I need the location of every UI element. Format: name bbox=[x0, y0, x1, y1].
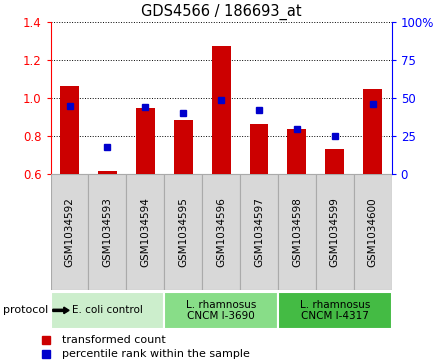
Text: GSM1034599: GSM1034599 bbox=[330, 197, 340, 267]
Text: GSM1034598: GSM1034598 bbox=[292, 197, 302, 267]
Bar bbox=[88, 174, 126, 290]
Text: L. rhamnosus
CNCM I-3690: L. rhamnosus CNCM I-3690 bbox=[186, 299, 256, 321]
Bar bbox=[164, 174, 202, 290]
Bar bbox=[363, 89, 382, 174]
Title: GDS4566 / 186693_at: GDS4566 / 186693_at bbox=[141, 4, 301, 20]
Text: GSM1034597: GSM1034597 bbox=[254, 197, 264, 267]
Bar bbox=[212, 46, 231, 174]
Bar bbox=[51, 292, 164, 329]
Text: E. coli control: E. coli control bbox=[72, 305, 143, 315]
Bar bbox=[60, 86, 79, 174]
Text: GSM1034592: GSM1034592 bbox=[65, 197, 74, 267]
Text: GSM1034596: GSM1034596 bbox=[216, 197, 226, 267]
Bar bbox=[316, 174, 354, 290]
Bar bbox=[325, 150, 344, 174]
Bar bbox=[98, 171, 117, 174]
Text: GSM1034600: GSM1034600 bbox=[368, 197, 378, 267]
Bar bbox=[287, 130, 306, 174]
Bar bbox=[136, 109, 155, 174]
Text: L. rhamnosus
CNCM I-4317: L. rhamnosus CNCM I-4317 bbox=[300, 299, 370, 321]
Bar bbox=[278, 174, 316, 290]
Text: protocol: protocol bbox=[3, 305, 48, 315]
Bar bbox=[249, 124, 268, 174]
Bar bbox=[278, 292, 392, 329]
Bar bbox=[202, 174, 240, 290]
Bar bbox=[51, 174, 88, 290]
Text: GSM1034594: GSM1034594 bbox=[140, 197, 150, 267]
Bar bbox=[174, 120, 193, 174]
Text: percentile rank within the sample: percentile rank within the sample bbox=[62, 350, 249, 359]
Text: transformed count: transformed count bbox=[62, 335, 165, 345]
Text: GSM1034593: GSM1034593 bbox=[103, 197, 113, 267]
Bar bbox=[240, 174, 278, 290]
Bar bbox=[164, 292, 278, 329]
Bar bbox=[126, 174, 164, 290]
Bar bbox=[354, 174, 392, 290]
Text: GSM1034595: GSM1034595 bbox=[178, 197, 188, 267]
